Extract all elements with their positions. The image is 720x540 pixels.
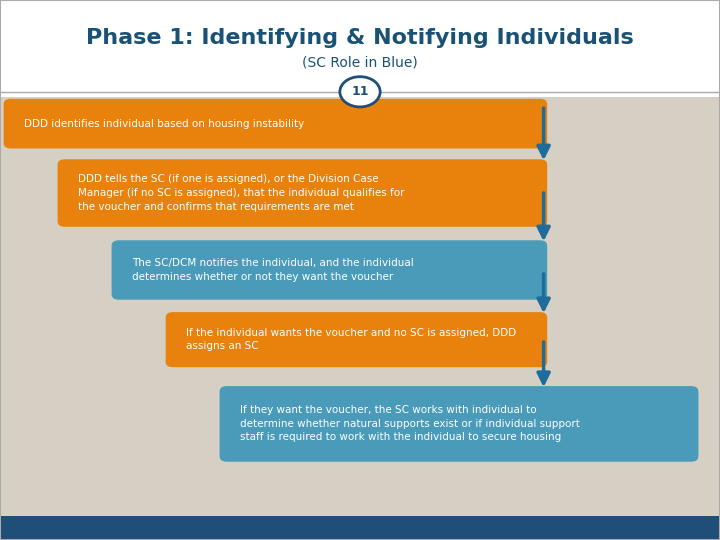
Text: DDD tells the SC (if one is assigned), or the Division Case
Manager (if no SC is: DDD tells the SC (if one is assigned), o… <box>78 174 404 212</box>
Circle shape <box>340 77 380 107</box>
FancyBboxPatch shape <box>166 312 547 367</box>
Text: The SC/DCM notifies the individual, and the individual
determines whether or not: The SC/DCM notifies the individual, and … <box>132 258 413 282</box>
FancyBboxPatch shape <box>112 240 547 300</box>
Text: DDD identifies individual based on housing instability: DDD identifies individual based on housi… <box>24 119 304 129</box>
FancyBboxPatch shape <box>220 386 698 462</box>
Text: Phase 1: Identifying & Notifying Individuals: Phase 1: Identifying & Notifying Individ… <box>86 28 634 48</box>
Text: (SC Role in Blue): (SC Role in Blue) <box>302 55 418 69</box>
FancyBboxPatch shape <box>0 0 720 97</box>
FancyBboxPatch shape <box>58 159 547 227</box>
Text: If they want the voucher, the SC works with individual to
determine whether natu: If they want the voucher, the SC works w… <box>240 406 580 442</box>
FancyBboxPatch shape <box>0 516 720 540</box>
Text: If the individual wants the voucher and no SC is assigned, DDD
assigns an SC: If the individual wants the voucher and … <box>186 328 516 352</box>
FancyBboxPatch shape <box>4 99 547 148</box>
Text: 11: 11 <box>351 85 369 98</box>
